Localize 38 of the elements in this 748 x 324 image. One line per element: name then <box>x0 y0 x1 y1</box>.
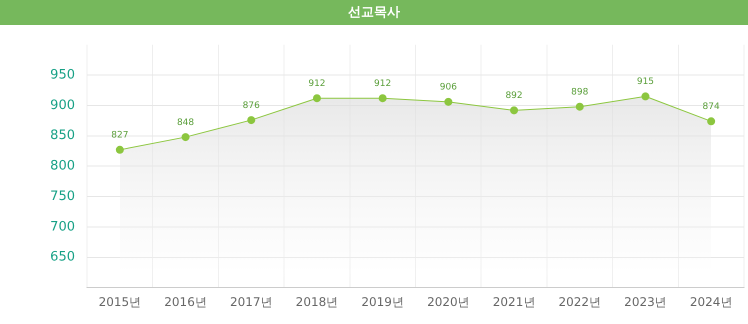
y-tick-label: 750 <box>50 188 75 204</box>
x-tick-label: 2018년 <box>296 294 338 309</box>
point <box>707 117 716 126</box>
x-tick-label: 2023년 <box>624 294 667 309</box>
data-label: 876 <box>242 100 260 111</box>
data-label: 912 <box>374 79 392 90</box>
point <box>116 146 124 154</box>
chart-title: 선교목사 <box>0 0 748 25</box>
y-tick-label: 650 <box>50 250 75 265</box>
point <box>641 92 650 100</box>
point <box>312 94 321 102</box>
x-tick-label: 2021년 <box>492 294 536 309</box>
data-label: 906 <box>440 82 458 93</box>
point <box>378 94 387 102</box>
x-tick-label: 2022년 <box>558 294 602 309</box>
data-label: 848 <box>176 118 194 128</box>
data-label: 912 <box>308 79 326 90</box>
x-tick-label: 2017년 <box>230 294 273 309</box>
point <box>444 98 452 106</box>
y-tick-label: 800 <box>50 158 75 174</box>
data-label: 892 <box>505 91 523 102</box>
data-label: 874 <box>702 102 720 112</box>
x-tick-label: 2016년 <box>164 294 207 309</box>
x-tick-label: 2020년 <box>427 294 470 309</box>
y-tick-label: 700 <box>50 219 75 234</box>
point <box>247 116 256 124</box>
y-tick-label: 950 <box>50 68 75 83</box>
point <box>576 102 584 111</box>
data-label: 827 <box>111 130 128 141</box>
point <box>510 106 518 114</box>
x-tick-label: 2015년 <box>98 294 142 309</box>
data-label: 898 <box>571 88 589 98</box>
y-tick-label: 850 <box>50 128 75 144</box>
data-label: 915 <box>636 77 654 88</box>
y-tick-label: 900 <box>50 98 75 113</box>
x-tick-label: 2024년 <box>690 294 732 309</box>
x-tick-label: 2019년 <box>361 294 404 309</box>
point <box>182 133 190 142</box>
